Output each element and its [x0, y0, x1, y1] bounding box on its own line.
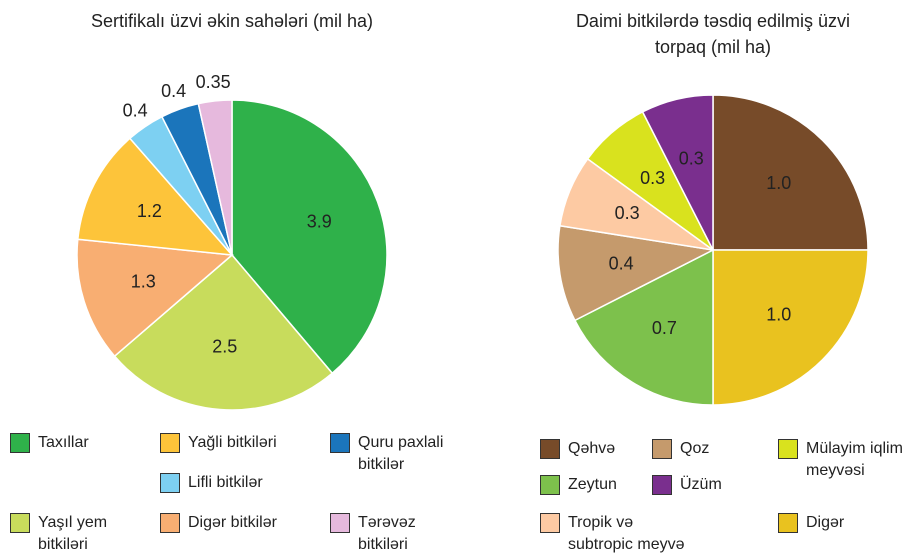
pie-slice	[197, 99, 233, 256]
legend-label: Üzüm	[680, 476, 722, 493]
legend-swatch	[10, 513, 30, 533]
legend-item: Tərəvəz bitkiləri	[330, 512, 440, 556]
legend-item: Yaşıl yem bitkiləri	[10, 512, 120, 556]
legend-swatch	[330, 513, 350, 533]
data-label: 1.0	[766, 305, 791, 325]
legend-swatch	[540, 513, 560, 533]
legend-swatch	[540, 439, 560, 459]
legend-item: Üzüm	[652, 474, 752, 496]
legend-swatch	[778, 513, 798, 533]
legend-label: Qoz	[680, 440, 710, 457]
data-label: 1.2	[137, 201, 162, 221]
legend-item: Tropik və subtropic meyvə	[540, 512, 690, 556]
data-label: 0.3	[615, 203, 640, 223]
data-label: 2.5	[212, 336, 237, 356]
data-label: 0.3	[640, 168, 665, 188]
legend-swatch	[540, 475, 560, 495]
legend-label: Zeytun	[568, 476, 617, 493]
chart-title: Sertifikalı üzvi əkin sahələri (mil ha)	[90, 11, 374, 31]
legend-item: Quru paxlali bitkilər	[330, 432, 450, 476]
pie-slice	[573, 248, 714, 406]
pie-slice	[231, 99, 388, 375]
legend-swatch	[160, 433, 180, 453]
pie-slice	[113, 253, 334, 411]
data-label: 3.9	[307, 212, 332, 232]
legend-label: Mülayim iqlim meyvəsi	[806, 440, 903, 479]
legend-item: Yağli bitkiləri	[160, 432, 310, 454]
pie-slice	[76, 137, 234, 256]
legend-item: Taxıllar	[10, 432, 120, 454]
legend-label: Tropik və subtropic meyvə	[568, 514, 685, 553]
legend-label: Lifli bitkilər	[188, 474, 263, 491]
legend-item: Lifli bitkilər	[160, 472, 310, 494]
legend-label: Digər	[806, 514, 845, 531]
legend-item: Mülayim iqlim meyvəsi	[778, 438, 913, 482]
data-label: 0.3	[679, 148, 704, 168]
pie-slice	[641, 94, 714, 251]
data-label: 0.4	[123, 100, 148, 120]
pie-slice	[712, 249, 869, 406]
legend-swatch	[652, 475, 672, 495]
legend-item: Digər bitkilər	[160, 512, 310, 534]
legend-item: Qoz	[652, 438, 752, 460]
legend-item: Zeytun	[540, 474, 640, 496]
data-label: 0.4	[609, 253, 634, 273]
legend-item: Digər	[778, 512, 898, 534]
legend-label: Digər bitkilər	[188, 514, 277, 531]
legend-label: Quru paxlali bitkilər	[358, 434, 444, 473]
legend-label: Tərəvəz bitkiləri	[358, 514, 416, 553]
pie-slice	[557, 224, 716, 322]
legend-swatch	[778, 439, 798, 459]
pie-slice	[76, 238, 234, 358]
legend-swatch	[10, 433, 30, 453]
data-label: 0.4	[161, 81, 186, 101]
data-label: 1.3	[131, 272, 156, 292]
legend-label: Yağli bitkiləri	[188, 434, 277, 451]
legend-swatch	[652, 439, 672, 459]
legend-label: Qəhvə	[568, 440, 616, 457]
legend-swatch	[160, 473, 180, 493]
data-label: 0.35	[196, 72, 231, 92]
legend-swatch	[160, 513, 180, 533]
data-label: 0.7	[652, 318, 677, 338]
legend-item: Qəhvə	[540, 438, 640, 460]
pie-slice	[712, 94, 869, 251]
chart-title: Daimi bitkilərdə təsdiq edilmiş üzvi tor…	[575, 11, 851, 57]
data-label: 1.0	[766, 173, 791, 193]
legend-label: Taxıllar	[38, 434, 89, 451]
legend-label: Yaşıl yem bitkiləri	[38, 514, 108, 553]
legend-swatch	[330, 433, 350, 453]
